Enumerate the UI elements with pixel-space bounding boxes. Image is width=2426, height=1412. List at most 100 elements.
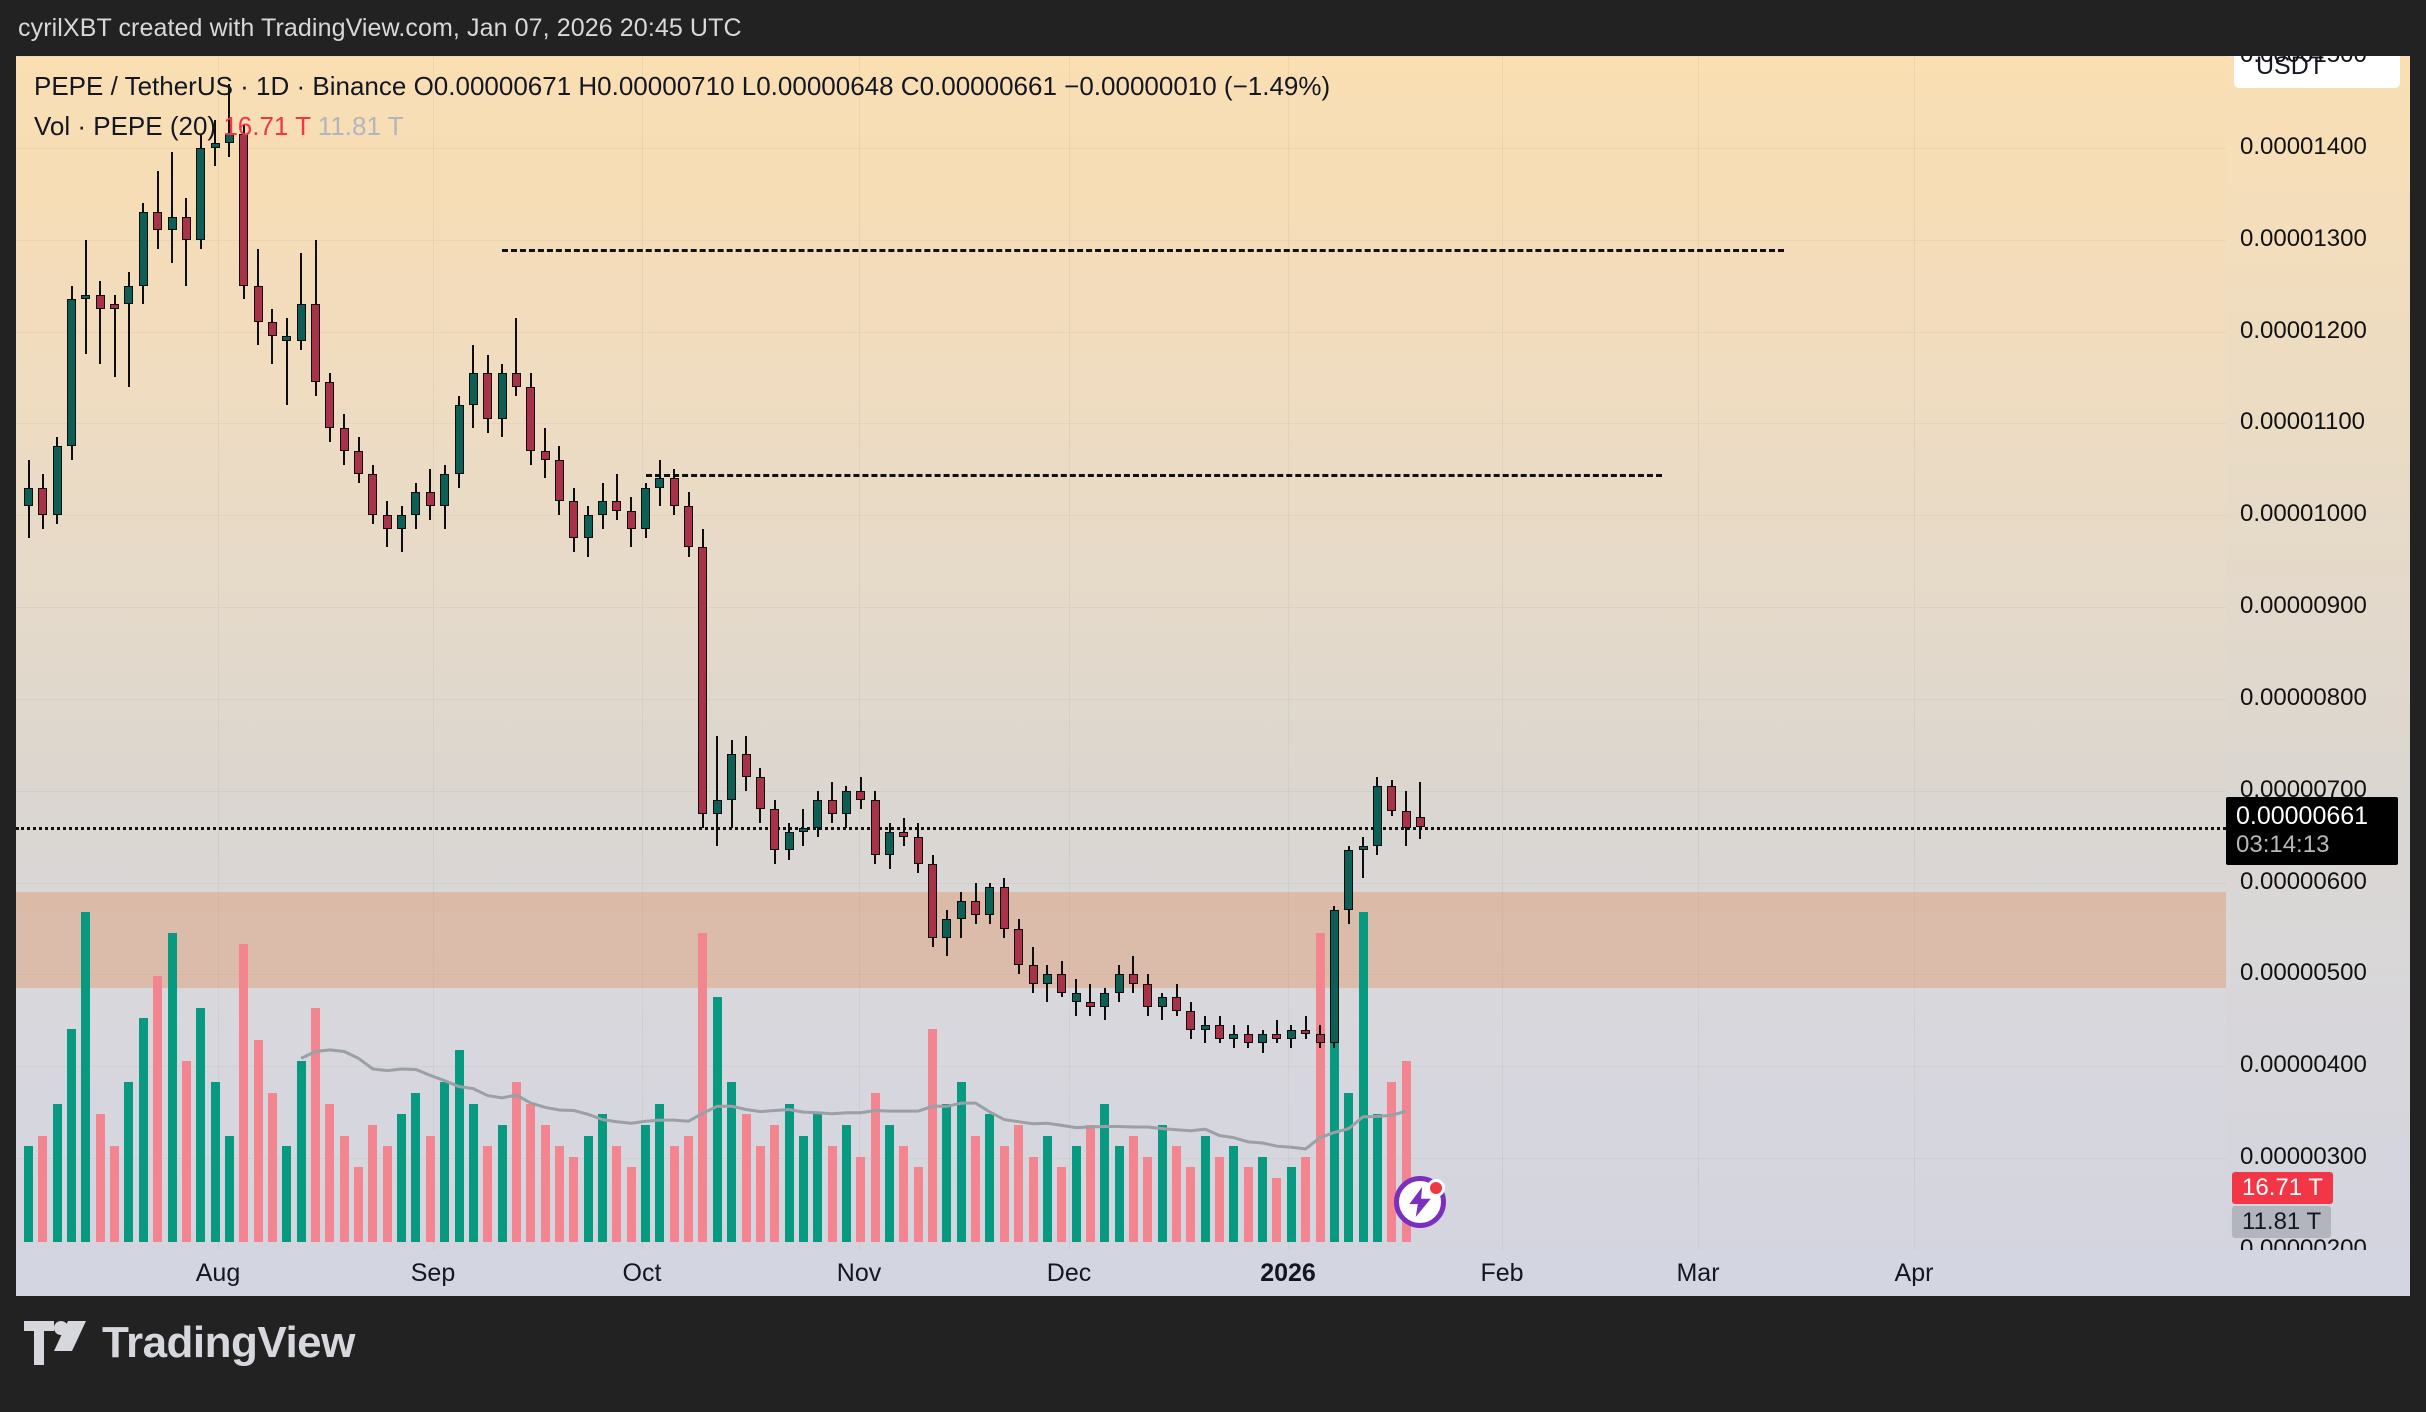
candlestick xyxy=(311,56,320,1250)
candlestick xyxy=(511,56,521,1250)
vertical-gridline xyxy=(1698,56,1699,1250)
volume-bar xyxy=(942,1103,952,1242)
volume-bar xyxy=(1143,1156,1153,1242)
time-axis[interactable]: Aug Sep Oct Nov Dec 2026 Feb Mar Apr xyxy=(16,1250,2410,1296)
time-tick: Apr xyxy=(1894,1259,1934,1287)
candlestick xyxy=(1014,56,1024,1250)
candlestick xyxy=(110,56,120,1250)
candlestick xyxy=(827,56,837,1250)
volume-bar xyxy=(612,1146,622,1242)
candle-wick xyxy=(902,818,905,846)
candlestick xyxy=(712,56,722,1250)
tradingview-logo[interactable]: TradingView xyxy=(24,1318,355,1368)
candlestick xyxy=(1172,56,1181,1250)
price-axis[interactable]: USDT 0.00001500 0.00001400 0.00001300 0.000… xyxy=(2226,56,2410,1296)
candlestick xyxy=(124,56,134,1250)
volume-bar xyxy=(124,1082,134,1242)
candle-body xyxy=(181,216,191,240)
horizontal-gridline xyxy=(16,515,2226,517)
candle-body xyxy=(1243,1034,1253,1044)
resistance-line[interactable] xyxy=(502,248,1784,252)
indicator-value: 16.71 T xyxy=(223,111,311,141)
candle-wick xyxy=(1204,1015,1207,1044)
volume-bar xyxy=(1344,1092,1354,1242)
volume-bar xyxy=(1200,1135,1210,1242)
volume-bar xyxy=(1229,1146,1239,1242)
resistance-line[interactable] xyxy=(645,473,1663,477)
candle-body xyxy=(1028,965,1038,984)
candlestick xyxy=(798,56,808,1250)
candle-body xyxy=(784,832,794,851)
price-tick: 0.00000300 xyxy=(2240,1143,2367,1171)
candlestick xyxy=(1114,56,1124,1250)
candle-wick xyxy=(185,198,188,286)
candle-wick xyxy=(228,83,231,158)
candle-body xyxy=(239,134,249,286)
volume-bar xyxy=(798,1135,808,1242)
volume-bar xyxy=(770,1124,780,1242)
volume-bar xyxy=(598,1114,607,1242)
volume-bar xyxy=(1042,1135,1052,1242)
candle-body xyxy=(1401,810,1411,828)
volume-bar xyxy=(1114,1146,1124,1242)
candlestick xyxy=(267,56,277,1250)
candlestick xyxy=(985,56,995,1250)
volume-bar xyxy=(325,1103,335,1242)
candlestick xyxy=(1329,56,1339,1250)
volume-bar xyxy=(1272,1178,1282,1242)
candle-body xyxy=(24,487,33,507)
volume-bar xyxy=(440,1082,450,1242)
candle-body xyxy=(526,386,536,451)
bar-countdown: 03:14:13 xyxy=(2236,830,2330,858)
candlestick xyxy=(655,56,665,1250)
chart-legend[interactable]: PEPE / TetherUS · 1D · Binance O0.000006… xyxy=(34,68,1330,144)
candlestick xyxy=(899,56,909,1250)
candle-body xyxy=(325,382,335,428)
currency-chip[interactable]: USDT xyxy=(2234,56,2400,88)
candle-wick xyxy=(300,253,303,350)
candle-body xyxy=(339,427,349,451)
candlestick xyxy=(52,56,62,1250)
volume-bar xyxy=(583,1135,593,1242)
candle-wick xyxy=(1304,1015,1307,1039)
volume-bar xyxy=(52,1103,62,1242)
candle-wick xyxy=(1046,965,1049,1002)
volume-ma-badge: 11.81 T xyxy=(2232,1206,2332,1238)
candlestick xyxy=(1229,56,1239,1250)
volume-bar xyxy=(167,933,177,1242)
candlestick xyxy=(1286,56,1296,1250)
candle-body xyxy=(626,510,636,529)
candlestick xyxy=(956,56,966,1250)
volume-bar xyxy=(540,1124,550,1242)
candle-wick xyxy=(127,271,130,387)
lightning-badge-icon[interactable] xyxy=(1394,1176,1447,1228)
volume-bar xyxy=(741,1114,751,1242)
candle-body xyxy=(354,450,364,474)
candle-body xyxy=(942,919,952,938)
time-tick: Dec xyxy=(1046,1259,1092,1287)
volume-bar xyxy=(784,1103,794,1242)
candle-body xyxy=(928,864,938,938)
chart-frame[interactable]: PEPE / TetherUS · 1D · Binance O0.000006… xyxy=(16,56,2410,1296)
last-price-badge[interactable]: 0.00000661 03:14:13 xyxy=(2226,796,2398,865)
candle-body xyxy=(698,547,708,814)
candle-wick xyxy=(515,317,518,396)
price-plot-area[interactable] xyxy=(16,56,2226,1250)
candlestick xyxy=(1028,56,1038,1250)
horizontal-gridline xyxy=(16,423,2226,425)
candle-body xyxy=(1229,1034,1239,1039)
candlestick xyxy=(497,56,507,1250)
volume-bar xyxy=(411,1092,421,1242)
volume-bar xyxy=(641,1124,651,1242)
candle-body xyxy=(1042,974,1052,984)
horizontal-gridline xyxy=(16,607,2226,609)
candle-body xyxy=(1071,992,1081,1002)
candle-body xyxy=(598,501,607,516)
candle-body xyxy=(1286,1029,1296,1039)
tradingview-wordmark: TradingView xyxy=(102,1318,355,1367)
candlestick xyxy=(454,56,464,1250)
candle-body xyxy=(296,303,306,341)
candlestick xyxy=(856,56,866,1250)
candlestick xyxy=(1272,56,1282,1250)
